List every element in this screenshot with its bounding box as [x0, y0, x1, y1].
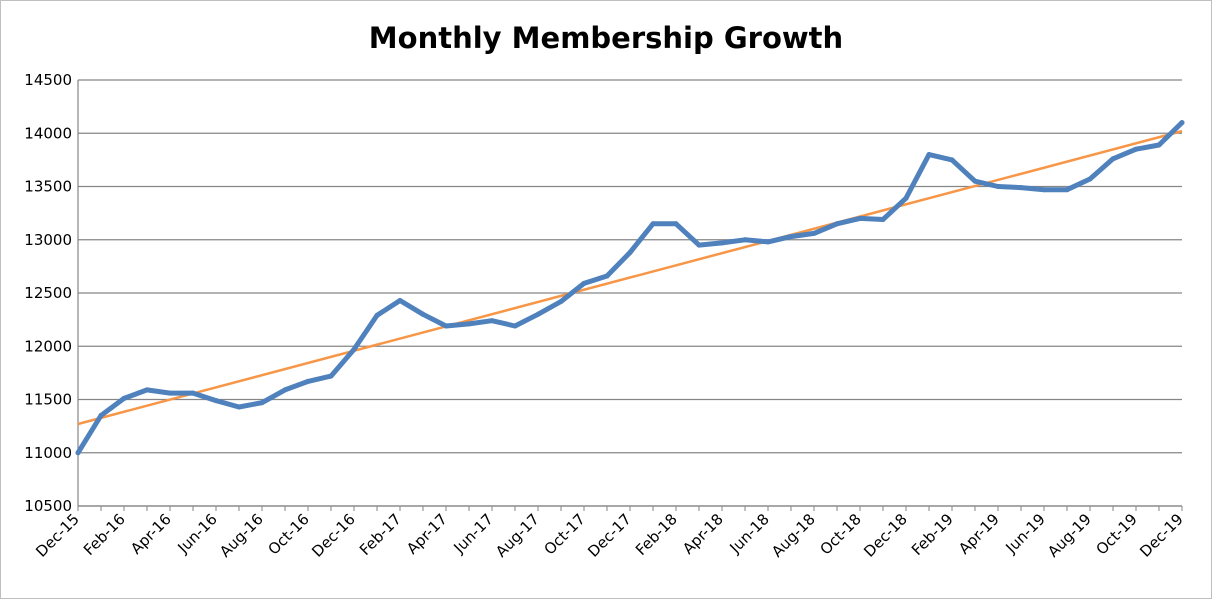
data-point — [443, 323, 449, 329]
data-point — [972, 178, 978, 184]
data-point — [535, 311, 541, 317]
data-point — [1179, 120, 1185, 126]
x-tick-label: Dec-18 — [860, 510, 911, 561]
x-tick-label: Feb-19 — [908, 510, 957, 559]
x-tick-label: Oct-18 — [816, 510, 864, 558]
data-point — [397, 297, 403, 303]
data-point — [1110, 156, 1116, 162]
x-tick-label: Feb-18 — [632, 510, 681, 559]
x-tick-label: Jun-17 — [449, 510, 496, 557]
y-tick-label: 13500 — [24, 178, 72, 196]
data-point — [512, 323, 518, 329]
data-point — [1041, 187, 1047, 193]
x-tick-label: Jun-18 — [725, 510, 772, 557]
y-tick-label: 14500 — [24, 71, 72, 89]
data-point — [926, 152, 932, 158]
x-tick-label: Apr-17 — [403, 510, 451, 558]
data-point — [328, 373, 334, 379]
data-point — [351, 346, 357, 352]
data-point — [420, 311, 426, 317]
data-point — [558, 299, 564, 305]
x-tick-label: Oct-19 — [1092, 510, 1140, 558]
x-tick-label: Apr-18 — [679, 510, 727, 558]
x-tick-label: Dec-19 — [1136, 510, 1187, 561]
data-point — [1064, 187, 1070, 193]
data-point — [742, 237, 748, 243]
x-tick-label: Jun-16 — [173, 510, 220, 557]
y-tick-label: 12000 — [24, 337, 72, 355]
data-point — [1087, 176, 1093, 182]
data-point — [190, 390, 196, 396]
x-tick-label: Apr-16 — [127, 510, 175, 558]
data-point — [673, 221, 679, 227]
y-tick-label: 14000 — [24, 124, 72, 142]
data-point — [811, 230, 817, 236]
x-tick-label: Aug-18 — [768, 510, 819, 561]
data-point — [489, 318, 495, 324]
data-point — [949, 157, 955, 163]
data-point — [650, 221, 656, 227]
y-tick-label: 10500 — [24, 497, 72, 515]
data-point — [466, 321, 472, 327]
data-point — [374, 312, 380, 318]
data-point — [995, 184, 1001, 189]
x-tick-label: Dec-16 — [308, 510, 359, 561]
data-point — [1156, 142, 1162, 148]
data-point — [98, 412, 104, 418]
x-tick-label: Aug-17 — [492, 510, 543, 561]
data-point — [213, 398, 219, 404]
x-tick-label: Oct-16 — [264, 510, 312, 558]
x-tick-label: Aug-16 — [216, 510, 267, 561]
x-tick-label: Feb-16 — [80, 510, 129, 559]
chart-title: Monthly Membership Growth — [368, 21, 844, 55]
data-point — [880, 217, 886, 223]
trendline — [77, 129, 1183, 426]
data-point — [259, 400, 265, 406]
x-tick-label: Oct-17 — [540, 510, 588, 558]
data-point — [765, 239, 771, 245]
data-point — [1133, 146, 1139, 152]
x-tick-label: Apr-19 — [955, 510, 1003, 558]
data-point — [857, 215, 863, 221]
x-tick-label: Feb-17 — [356, 510, 405, 559]
data-point — [167, 390, 173, 396]
data-point — [627, 250, 633, 256]
data-point — [903, 195, 909, 201]
data-point — [1018, 185, 1024, 191]
data-point — [696, 242, 702, 248]
y-tick-label: 11000 — [24, 444, 72, 462]
data-point — [604, 273, 610, 279]
x-tick-label: Jun-19 — [1001, 510, 1048, 557]
x-tick-label: Dec-17 — [584, 510, 635, 561]
y-tick-label: 13000 — [24, 231, 72, 249]
y-tick-label: 12500 — [24, 284, 72, 302]
data-point — [236, 404, 242, 410]
x-tick-label: Dec-15 — [32, 510, 83, 561]
x-tick-label: Aug-19 — [1044, 510, 1095, 561]
data-point — [581, 280, 587, 286]
data-point — [121, 395, 127, 401]
data-point — [719, 240, 725, 246]
membership-series-line — [75, 120, 1185, 456]
data-point — [282, 387, 288, 393]
data-point — [788, 234, 794, 240]
data-point — [144, 387, 150, 393]
y-tick-label: 11500 — [24, 391, 72, 409]
data-point — [305, 378, 311, 384]
data-point — [75, 450, 81, 456]
data-point — [834, 221, 840, 227]
